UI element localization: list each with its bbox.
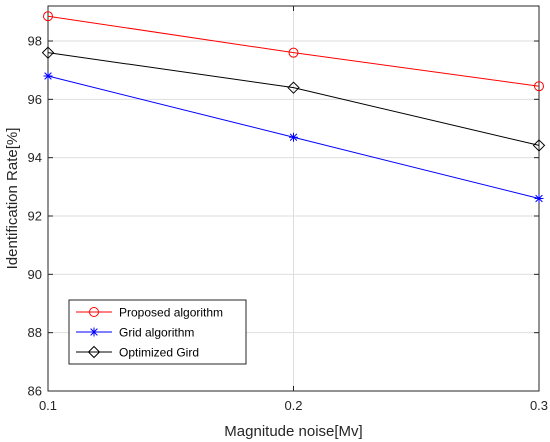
y-tick-label: 86 <box>28 384 42 399</box>
y-tick-label: 94 <box>28 150 42 165</box>
series-2 <box>41 46 546 152</box>
x-axis-label: Magnitude noise[Mv] <box>224 423 362 440</box>
data-point-asterisk <box>43 71 53 81</box>
data-point-diamond <box>87 345 101 359</box>
legend-entry: Optimized Gird <box>76 346 199 360</box>
data-point-diamond <box>41 46 55 59</box>
series-line <box>47 52 540 146</box>
series-line <box>47 15 540 87</box>
y-tick-label: 98 <box>28 34 42 49</box>
legend-label: Grid algorithm <box>119 326 194 340</box>
y-tick-label: 92 <box>28 209 42 224</box>
data-point-asterisk <box>289 132 298 142</box>
data-point-circle <box>534 81 544 92</box>
data-point-circle <box>89 307 99 317</box>
series-1 <box>43 71 544 203</box>
y-axis-label: Identification Rate[%] <box>4 128 21 270</box>
legend-label: Optimized Gird <box>119 346 199 360</box>
axis-ticks: 0.1 0.2 0.3 86 88 90 92 94 96 98 <box>28 6 548 413</box>
data-point-diamond <box>532 139 546 152</box>
y-tick-label: 88 <box>28 325 42 340</box>
legend-entry: Proposed algorithm <box>76 306 223 320</box>
series-group <box>41 11 546 203</box>
y-tick-label: 96 <box>28 92 42 107</box>
legend-entry: Grid algorithm <box>76 326 194 340</box>
data-point-asterisk <box>534 194 544 203</box>
legend-label: Proposed algorithm <box>119 306 223 320</box>
series-0 <box>43 11 544 92</box>
data-point-asterisk <box>89 327 99 337</box>
data-point-circle <box>288 47 299 58</box>
data-point-circle <box>43 11 53 22</box>
x-tick-label: 0.3 <box>530 398 548 413</box>
x-tick-label: 0.2 <box>284 398 302 413</box>
y-tick-label: 90 <box>28 267 42 282</box>
data-point-diamond <box>287 81 300 94</box>
legend: Proposed algorithm Grid algorithm Optimize… <box>68 299 247 365</box>
x-tick-label: 0.1 <box>39 398 57 413</box>
